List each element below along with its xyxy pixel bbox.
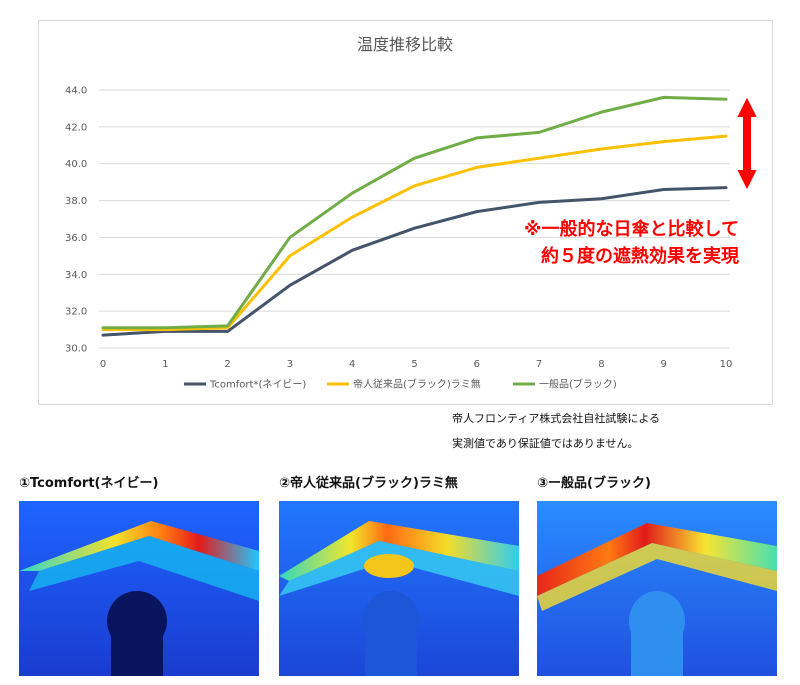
y-tick-label: 42.0: [65, 122, 87, 133]
y-tick-label: 34.0: [65, 270, 87, 281]
thermal-image-conventional: ②帝人従来品(ブラック)ラミ無: [279, 474, 519, 676]
x-tick-label: 7: [536, 359, 542, 370]
footnote: 帝人フロンティア株式会社自社試験による 実測値であり保証値ではありません。: [452, 406, 660, 456]
thermal-image-label: ②帝人従来品(ブラック)ラミ無: [279, 476, 458, 491]
thermal-photo: [19, 501, 259, 676]
x-tick-label: 6: [474, 359, 480, 370]
thermal-photo: [537, 501, 777, 676]
x-tick-label: 8: [598, 359, 604, 370]
series-line-1: [101, 134, 728, 332]
callout-line-1: ※一般的な日傘と比較して: [524, 218, 739, 240]
thermal-image-label: ③ー般品(ブラック): [537, 476, 651, 491]
y-tick-label: 32.0: [65, 307, 87, 318]
footnote-line-2: 実測値であり保証値ではありません。: [452, 437, 639, 450]
thermal-image-label: ①Tcomfort(ネイビー): [19, 476, 159, 491]
footnote-line-1: 帝人フロンティア株式会社自社試験による: [452, 412, 661, 425]
x-tick-label: 3: [287, 359, 293, 370]
legend-label: 帝人従来品(ブラック)ラミ無: [353, 378, 481, 391]
thermal-image-tcomfort: ①Tcomfort(ネイビー): [19, 474, 259, 676]
x-tick-label: 9: [661, 359, 667, 370]
x-tick-label: 0: [100, 359, 106, 370]
series-line-0: [101, 186, 728, 337]
legend-label: Tcomfort*(ネイビー): [209, 379, 306, 391]
y-tick-label: 40.0: [65, 159, 87, 170]
callout-line-2: 約５度の遮熱効果を実現: [541, 245, 739, 267]
x-tick-label: 4: [349, 359, 355, 370]
legend-label: 一般品(ブラック): [539, 378, 617, 391]
line-chart: 温度推移比較 30.032.034.036.038.040.042.044.0 …: [65, 35, 757, 391]
x-tick-label: 2: [224, 359, 230, 370]
x-tick-label: 10: [720, 359, 733, 370]
thermal-image-general: ③ー般品(ブラック): [537, 474, 777, 676]
y-tick-label: 38.0: [65, 196, 87, 207]
y-tick-label: 44.0: [65, 86, 87, 97]
thermal-photo: [279, 501, 519, 676]
chart-panel: 温度推移比較 30.0 32.0 34.0 36.0 38.0 40.0 42.0 44.0 …: [38, 20, 773, 405]
legend: Tcomfort*(ネイビー) 帝人従来品(ブラック)ラミ無 一般品(ブラック): [184, 378, 617, 391]
series-line-2: [101, 95, 728, 330]
x-tick-label: 5: [411, 359, 417, 370]
y-tick-label: 30.0: [65, 344, 87, 355]
y-tick-label: 36.0: [65, 233, 87, 244]
chart-title: 温度推移比較: [357, 35, 453, 54]
x-tick-label: 1: [162, 359, 168, 370]
